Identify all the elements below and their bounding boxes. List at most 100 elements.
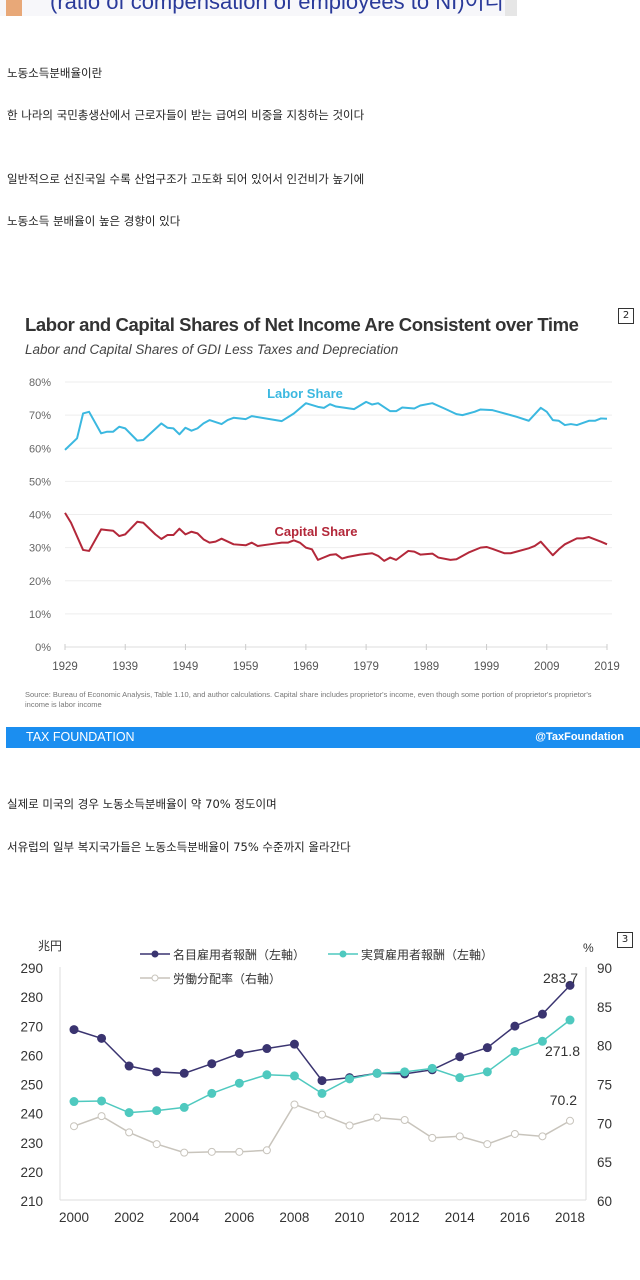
- left-tick-label: 250: [20, 1078, 43, 1093]
- data-point: [482, 1067, 492, 1077]
- data-point: [400, 1116, 409, 1125]
- y-tick-label: 20%: [29, 576, 51, 588]
- data-point: [289, 1039, 299, 1049]
- legend-marker: [151, 950, 159, 958]
- left-tick-label: 260: [20, 1048, 43, 1063]
- image-decoration: [6, 0, 22, 16]
- right-tick-label: 60: [597, 1194, 612, 1209]
- x-tick-label: 1939: [112, 661, 138, 673]
- legend-label: 実質雇用者報酬（左軸）: [361, 947, 493, 962]
- x-tick-label: 2004: [169, 1210, 200, 1225]
- right-tick-label: 90: [597, 961, 612, 976]
- data-point: [538, 1132, 547, 1141]
- data-point: [124, 1108, 134, 1118]
- data-point: [373, 1113, 382, 1122]
- x-tick-label: 2016: [500, 1210, 530, 1225]
- data-point: [207, 1059, 217, 1069]
- chart-subtitle: Labor and Capital Shares of GDI Less Tax…: [25, 342, 399, 357]
- x-tick-label: 2014: [445, 1210, 476, 1225]
- y-tick-label: 10%: [29, 609, 51, 621]
- labor-share-label: Labor Share: [267, 386, 343, 401]
- data-point: [345, 1121, 354, 1130]
- data-point: [234, 1049, 244, 1059]
- x-tick-label: 1929: [52, 661, 78, 673]
- x-tick-label: 2008: [279, 1210, 309, 1225]
- footer-bar: TAX FOUNDATION @TaxFoundation: [6, 727, 640, 748]
- paragraph: 노동소득분배율이란: [7, 66, 103, 80]
- x-tick-label: 1989: [414, 661, 440, 673]
- data-point: [290, 1100, 299, 1109]
- legend-marker: [151, 974, 159, 982]
- right-tick-label: 75: [597, 1078, 612, 1093]
- data-point: [97, 1033, 107, 1043]
- chart-source: Source: Bureau of Economic Analysis, Tab…: [25, 690, 592, 709]
- labor-capital-share-figure: Labor and Capital Shares of Net Income A…: [0, 300, 640, 750]
- x-tick-label: 2006: [224, 1210, 254, 1225]
- data-point: [482, 1043, 492, 1053]
- y-tick-label: 70%: [29, 410, 51, 422]
- x-tick-label: 2012: [390, 1210, 420, 1225]
- paragraph: 서유럽의 일부 복지국가들은 노동소득분배율이 75% 수준까지 올라간다: [7, 840, 351, 854]
- right-tick-label: 85: [597, 1000, 612, 1015]
- left-tick-label: 230: [20, 1136, 43, 1151]
- data-point: [455, 1132, 464, 1141]
- x-tick-label: 1999: [474, 661, 500, 673]
- data-point: [565, 1015, 575, 1025]
- right-tick-label: 80: [597, 1039, 612, 1054]
- x-tick-label: 2019: [594, 661, 620, 673]
- data-point: [207, 1147, 216, 1156]
- data-point: [317, 1088, 327, 1098]
- data-point: [289, 1071, 299, 1081]
- data-point: [152, 1106, 162, 1116]
- legend-label: 労働分配率（右軸）: [173, 971, 281, 986]
- x-tick-label: 2000: [59, 1210, 89, 1225]
- data-point: [483, 1140, 492, 1149]
- x-tick-label: 1979: [353, 661, 379, 673]
- chart-2-plot: 兆円 % 210 220 230 240 250 260 270 280 290 60 65 70 75 80…: [20, 939, 612, 1225]
- left-tick-label: 240: [20, 1107, 43, 1122]
- data-point: [537, 1009, 547, 1019]
- top-image-fragment: (ratio of compensation of employees to N…: [0, 0, 517, 16]
- annotation-nominal: 283.7: [543, 970, 578, 986]
- data-point: [125, 1128, 134, 1137]
- annotation-real: 271.8: [545, 1043, 580, 1059]
- series-line: [73, 1019, 571, 1114]
- data-point: [97, 1112, 106, 1121]
- x-tick-label: 1959: [233, 661, 259, 673]
- chart-title: Labor and Capital Shares of Net Income A…: [25, 314, 579, 335]
- paragraph: 일반적으로 선진국일 수록 산업구조가 고도화 되어 있어서 인건비가 높기에: [7, 172, 365, 186]
- right-tick-label: 70: [597, 1116, 612, 1131]
- data-point: [152, 1067, 162, 1077]
- y-tick-label: 50%: [29, 476, 51, 488]
- x-tick-label: 1949: [173, 661, 199, 673]
- data-point: [455, 1052, 465, 1062]
- data-point: [566, 1116, 574, 1125]
- data-point: [428, 1133, 437, 1142]
- paragraph: 실제로 미국의 경우 노동소득분배율이 약 70% 정도이며: [7, 797, 277, 811]
- left-tick-label: 210: [20, 1194, 43, 1209]
- right-tick-label: 65: [597, 1155, 612, 1170]
- data-point: [179, 1102, 189, 1112]
- data-point: [400, 1067, 410, 1077]
- labor-share-line: [64, 400, 608, 451]
- annotation-ratio: 70.2: [550, 1092, 577, 1108]
- image-number-badge: 3: [617, 932, 633, 948]
- data-point: [69, 1097, 79, 1107]
- y-tick-label: 30%: [29, 543, 51, 555]
- capital-share-line: [64, 512, 608, 562]
- data-point: [372, 1068, 382, 1078]
- data-point: [510, 1021, 520, 1031]
- x-tick-label: 2009: [534, 661, 560, 673]
- data-point: [180, 1148, 189, 1157]
- data-point: [510, 1046, 520, 1056]
- left-tick-label: 290: [20, 961, 43, 976]
- left-tick-label: 270: [20, 1019, 43, 1034]
- data-point: [235, 1147, 244, 1156]
- data-point: [427, 1063, 437, 1073]
- data-point: [152, 1140, 161, 1149]
- data-point: [318, 1110, 326, 1119]
- data-point: [179, 1068, 189, 1078]
- x-tick-label: 1969: [293, 661, 319, 673]
- y-tick-label: 0%: [35, 642, 51, 654]
